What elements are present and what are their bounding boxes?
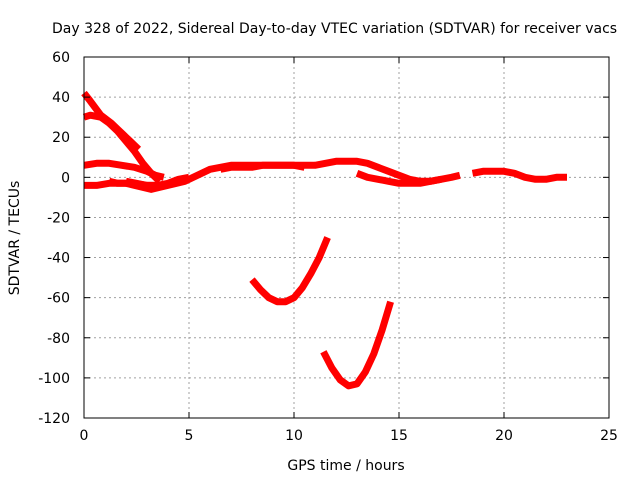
series-line-trace-7	[219, 161, 306, 173]
y-tick-label: 0	[61, 170, 70, 186]
series-line-trace-3	[83, 159, 165, 181]
y-tick-label: 60	[52, 50, 70, 66]
y-tick-label: -120	[38, 411, 70, 427]
axis-ticks: 0 5 10 15 20 25 -120 -100 -80 -60 -40 -20 0 20 40 60	[38, 50, 618, 444]
grid-lines	[84, 57, 609, 418]
series-line-trace-8	[355, 170, 442, 187]
y-tick-label: -100	[38, 371, 70, 387]
y-tick-label: -60	[47, 291, 70, 307]
chart-title: Day 328 of 2022, Sidereal Day-to-day VTE…	[52, 21, 617, 37]
y-tick-label: -20	[47, 210, 70, 226]
y-tick-label: 20	[52, 130, 70, 146]
y-axis-label: SDTVAR / TECUs	[7, 181, 23, 296]
x-tick-label: 25	[600, 428, 618, 444]
x-axis-label: GPS time / hours	[287, 458, 404, 474]
x-tick-label: 15	[390, 428, 408, 444]
plot-frame	[83, 56, 610, 419]
x-tick-label: 5	[185, 428, 194, 444]
series-line-trace-9	[471, 167, 567, 183]
x-tick-label: 0	[80, 428, 89, 444]
data-series	[81, 90, 567, 390]
series-line-trace-10	[249, 236, 331, 306]
y-tick-label: 40	[52, 90, 70, 106]
series-line-trace-6	[125, 173, 190, 189]
y-tick-label: -40	[47, 251, 70, 267]
x-tick-label: 10	[285, 428, 303, 444]
x-tick-label: 20	[495, 428, 513, 444]
y-tick-label: -80	[47, 331, 70, 347]
series-line-trace-11	[320, 300, 394, 390]
